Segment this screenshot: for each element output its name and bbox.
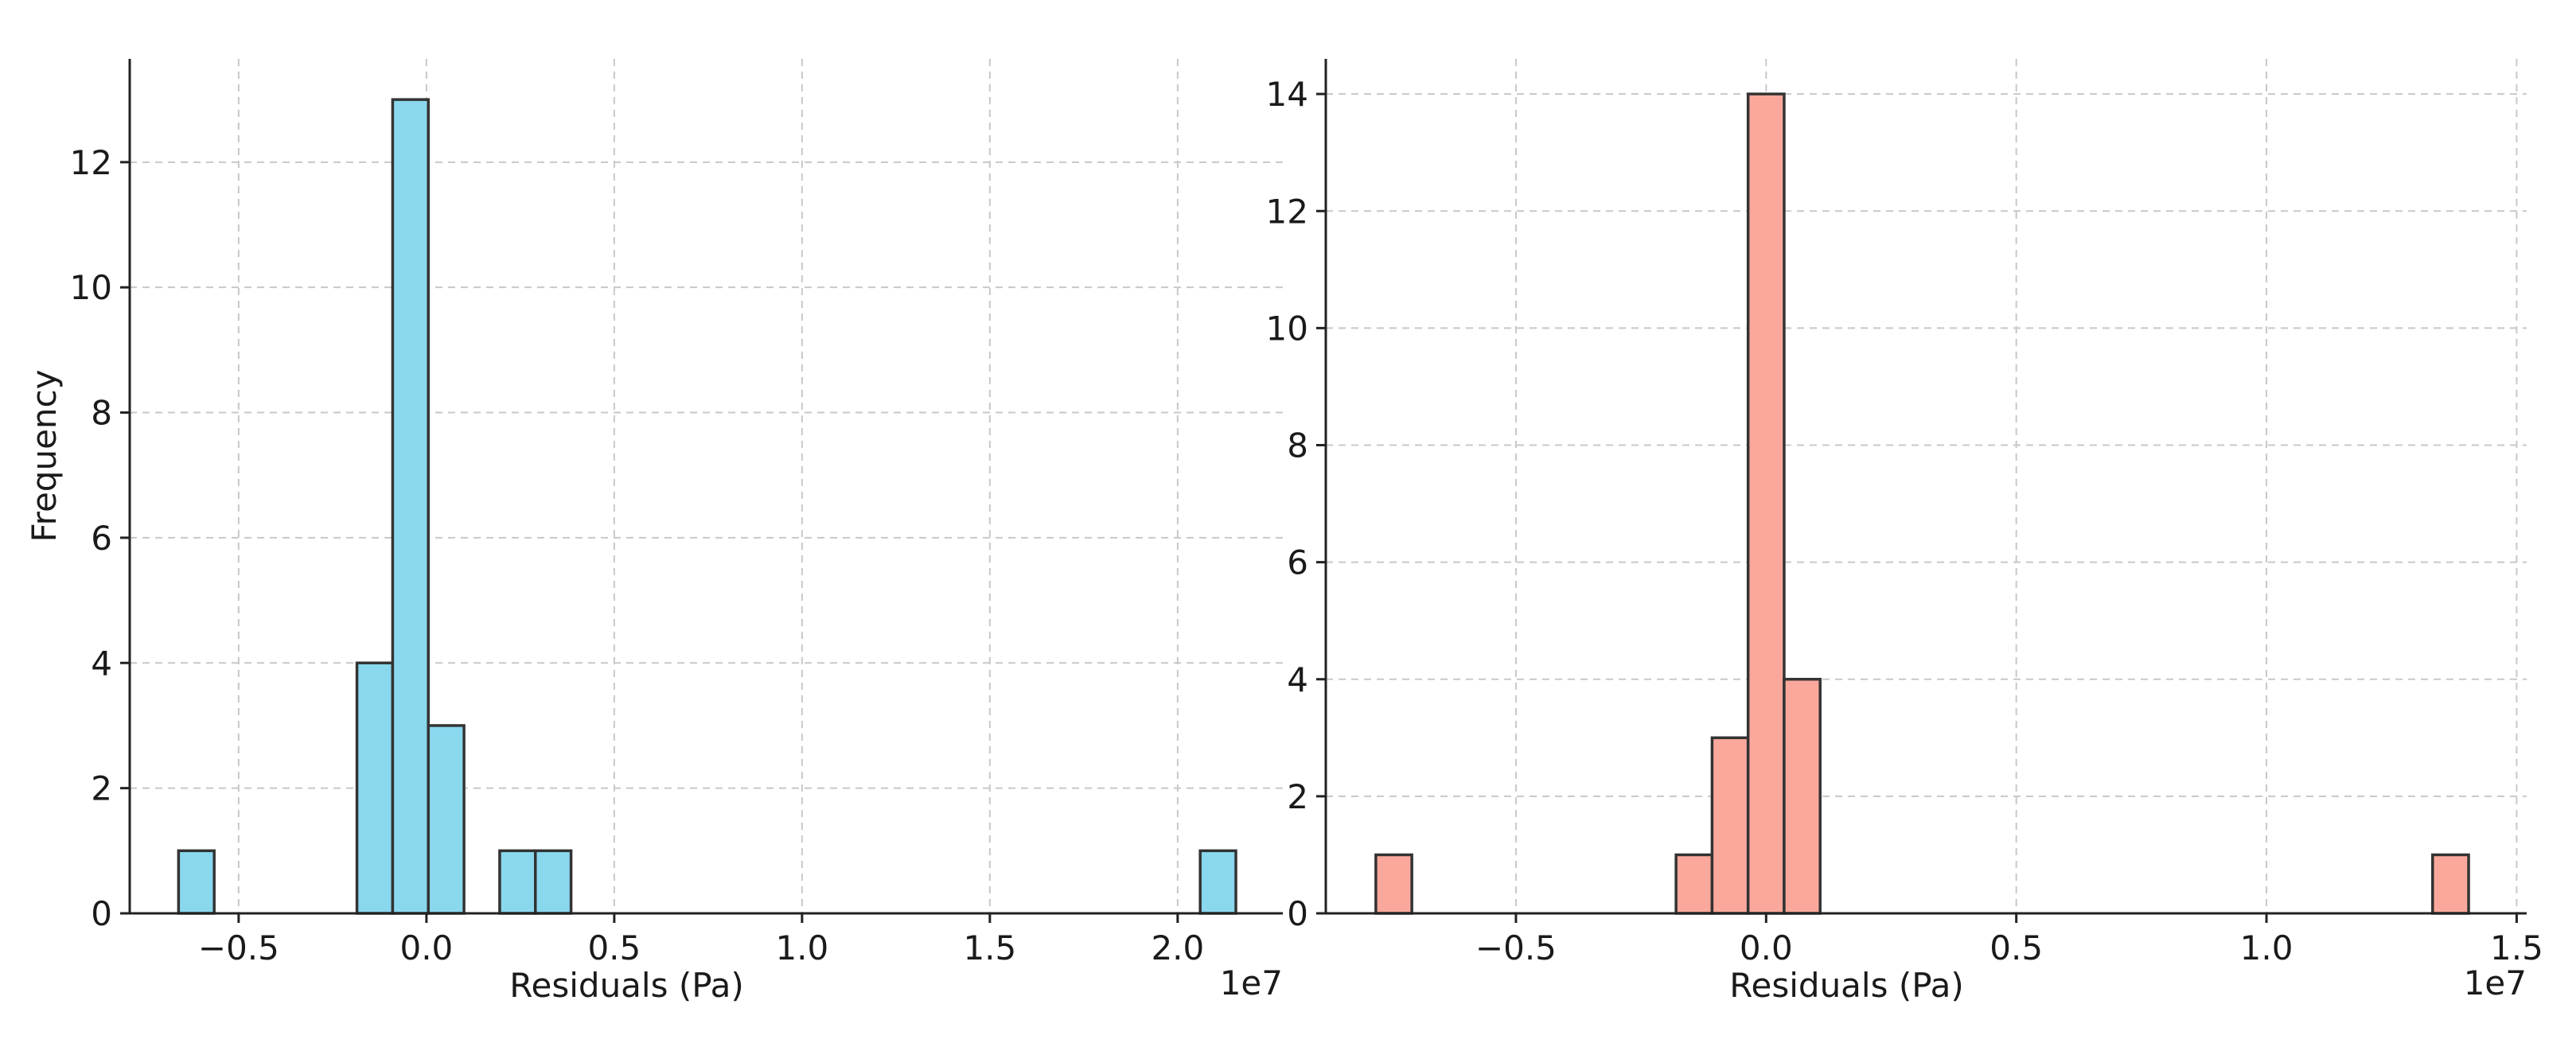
left-histogram-panel: −0.5 0.0 0.5 1.0 1.5 2.0 0 2 4 6 8 10 12 Residuals (P… [25, 59, 1283, 1005]
histogram-bar [391, 98, 430, 915]
x-tick-label: 2.0 [1151, 928, 1204, 967]
y-tick-label: 4 [91, 644, 112, 683]
x-tick-label: 0.0 [1740, 928, 1793, 967]
x-tick-label: 1.0 [775, 928, 828, 967]
x-offset-label: 1e7 [2464, 963, 2527, 1002]
y-tick-label: 8 [91, 394, 112, 433]
histogram-bar [177, 849, 216, 915]
histogram-bar [533, 849, 573, 915]
histogram-bar [1746, 92, 1786, 915]
x-axis-label: Residuals (Pa) [1729, 966, 1964, 1005]
y-tick-label: 14 [1266, 75, 1308, 114]
y-tick-label: 12 [1266, 192, 1308, 231]
x-axis-label: Residuals (Pa) [509, 966, 744, 1005]
y-tick-label: 6 [1287, 543, 1308, 582]
x-tick-label: 1.5 [2490, 928, 2543, 967]
y-tick-label: 12 [70, 143, 112, 182]
histogram-bar [1710, 736, 1750, 915]
y-tick-label: 4 [1287, 660, 1308, 699]
y-axis-label: Frequency [25, 370, 64, 543]
histogram-bar [1374, 853, 1413, 915]
histogram-bar [1198, 849, 1237, 915]
y-tick-label: 2 [91, 769, 112, 808]
histogram-bar [2431, 853, 2470, 915]
histogram-bar [498, 849, 537, 915]
y-tick-label: 2 [1287, 777, 1308, 816]
y-tick-label: 8 [1287, 426, 1308, 465]
x-tick-label: 0.5 [1989, 928, 2043, 967]
x-tick-label: −0.5 [1475, 928, 1557, 967]
histogram-bar [1783, 678, 1822, 915]
y-tick-label: 0 [1287, 894, 1308, 933]
y-tick-label: 10 [70, 268, 112, 307]
histogram-bar [355, 661, 395, 915]
x-tick-label: 0.5 [587, 928, 641, 967]
x-tick-label: 0.0 [399, 928, 453, 967]
histogram-bar [1674, 853, 1714, 915]
histogram-bar [427, 724, 466, 915]
x-tick-label: 1.0 [2240, 928, 2293, 967]
x-offset-label: 1e7 [1220, 963, 1283, 1002]
y-tick-label: 6 [91, 519, 112, 558]
y-tick-label: 0 [91, 894, 112, 933]
y-tick-label: 10 [1266, 309, 1308, 348]
x-tick-label: −0.5 [198, 928, 279, 967]
right-histogram-panel: −0.5 0.0 0.5 1.0 1.5 0 2 4 6 8 10 12 14 Residuals (Pa… [1266, 59, 2543, 1005]
x-tick-label: 1.5 [963, 928, 1016, 967]
